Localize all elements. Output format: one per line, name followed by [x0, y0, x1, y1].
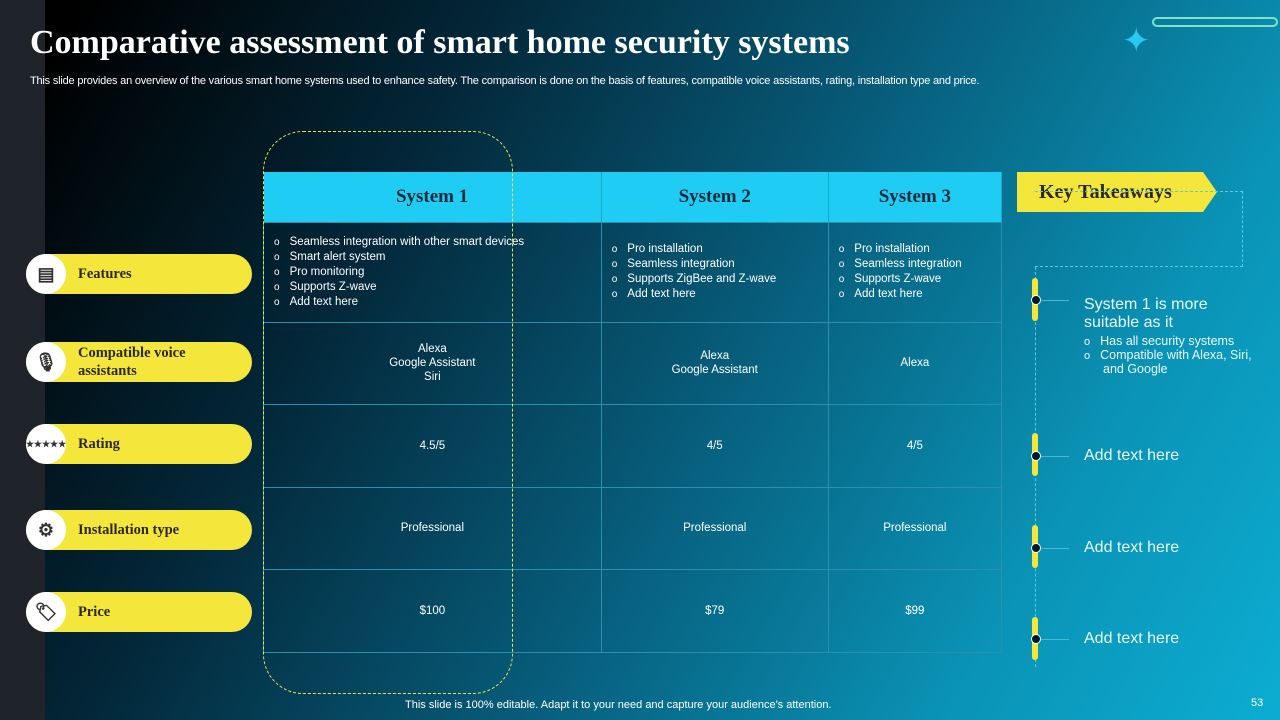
feature-item: Seamless integration — [612, 257, 828, 272]
row-label-text: Compatible voice assistants — [78, 345, 186, 379]
features-cell: Seamless integration with other smart de… — [263, 221, 602, 323]
key-takeaways-banner: Key Takeaways — [1017, 172, 1217, 212]
row-label-text: Features — [78, 266, 132, 282]
voice-cell: Alexa Google Assistant — [600, 321, 829, 405]
row-label-text: Rating — [78, 436, 120, 452]
price-cell: $100 — [263, 568, 602, 653]
takeaway-bullet: Has all security systems — [1084, 334, 1259, 348]
feature-item: Add text here — [612, 287, 828, 302]
takeaway-text: Add text here — [1084, 630, 1180, 647]
timeline-dot — [1031, 634, 1041, 644]
system-header: System 1 — [263, 172, 602, 222]
footer-note: This slide is 100% editable. Adapt it to… — [405, 699, 832, 711]
connector-line — [1035, 191, 1243, 267]
voice-item: Google Assistant — [671, 364, 758, 376]
voice-item: Alexa — [700, 350, 730, 362]
takeaway-item: System 1 is more suitable as it Has all … — [1084, 296, 1259, 376]
slide-subtitle: This slide provides an overview of the v… — [30, 75, 980, 87]
page-number: 53 — [1251, 697, 1264, 709]
row-label-features: ▤ Features — [26, 254, 252, 294]
feature-item: Supports Z-wave — [274, 280, 601, 295]
table-row-features: Seamless integration with other smart de… — [263, 221, 1003, 323]
rating-cell: 4/5 — [600, 403, 829, 488]
row-label-installation: ⚙ Installation type — [26, 510, 252, 550]
takeaway-text: Add text here — [1084, 447, 1180, 464]
voice-cell: Alexa Google Assistant Siri — [263, 321, 602, 405]
takeaway-text: Add text here — [1084, 539, 1180, 556]
feature-item: Supports ZigBee and Z-wave — [612, 272, 828, 287]
sparkle-icon: ✦ — [1122, 22, 1151, 60]
voice-item: Google Assistant — [389, 357, 476, 369]
feature-item: Supports Z-wave — [839, 272, 1001, 287]
system-header: System 2 — [601, 172, 829, 222]
features-cell: Pro installation Seamless integration Su… — [600, 221, 829, 323]
timeline-connector — [1041, 639, 1069, 640]
row-label-text: Price — [78, 604, 111, 620]
feature-item: Pro installation — [612, 242, 828, 257]
features-cell: Pro installation Seamless integration Su… — [827, 221, 1003, 323]
timeline-connector — [1041, 300, 1069, 301]
timeline-dot — [1031, 295, 1041, 305]
feature-item: Smart alert system — [274, 250, 601, 265]
feature-item: Add text here — [274, 295, 601, 310]
timeline-dot — [1031, 451, 1041, 461]
timeline-dot — [1031, 543, 1041, 553]
voice-item: Alexa — [900, 357, 930, 369]
feature-item: Pro monitoring — [274, 265, 601, 280]
price-tag-icon: 🏷 — [26, 592, 66, 632]
table-row-voice: Alexa Google Assistant Siri Alexa Google As… — [263, 321, 1003, 405]
rating-cell: 4.5/5 — [263, 403, 602, 488]
rating-cell: 4/5 — [827, 403, 1003, 488]
feature-item: Pro installation — [839, 242, 1001, 257]
timeline-connector — [1041, 456, 1069, 457]
table-header-row: System 1 System 2 System 3 — [263, 172, 1003, 222]
decorative-bar — [1152, 17, 1278, 27]
feature-item: Seamless integration — [839, 257, 1001, 272]
timeline-connector — [1041, 548, 1069, 549]
row-label-price: 🏷 Price — [26, 592, 252, 632]
row-label-text: Installation type — [78, 522, 180, 538]
feature-item: Add text here — [839, 287, 1001, 302]
installation-cell: Professional — [600, 486, 829, 570]
takeaway-bullet: Compatible with Alexa, Siri, and Google — [1084, 348, 1259, 376]
comparison-table: System 1 System 2 System 3 Seamless inte… — [263, 172, 1003, 653]
voice-cell: Alexa — [827, 321, 1003, 405]
table-row-rating: 4.5/5 4/5 4/5 — [263, 403, 1003, 488]
rating-gauge-icon: ★★★★★ — [26, 424, 66, 464]
row-label-voice: 🎙 Compatible voice assistants — [26, 342, 252, 382]
wrench-gear-icon: ⚙ — [26, 510, 66, 550]
system-header: System 3 — [828, 172, 1003, 222]
price-cell: $79 — [600, 568, 829, 653]
table-row-installation: Professional Professional Professional — [263, 486, 1003, 570]
slide-title: Comparative assessment of smart home sec… — [30, 24, 850, 61]
row-label-rating: ★★★★★ Rating — [26, 424, 252, 464]
presentation-board-icon: ▤ — [26, 254, 66, 294]
voice-item: Alexa — [417, 343, 447, 355]
installation-cell: Professional — [263, 486, 602, 570]
voice-item: Siri — [424, 371, 441, 383]
price-cell: $99 — [827, 568, 1003, 653]
table-row-price: $100 $79 $99 — [263, 568, 1003, 653]
microphone-icon: 🎙 — [26, 342, 66, 382]
feature-item: Seamless integration with other smart de… — [274, 235, 601, 250]
takeaway-text: System 1 is more suitable as it — [1084, 296, 1208, 331]
installation-cell: Professional — [827, 486, 1003, 570]
